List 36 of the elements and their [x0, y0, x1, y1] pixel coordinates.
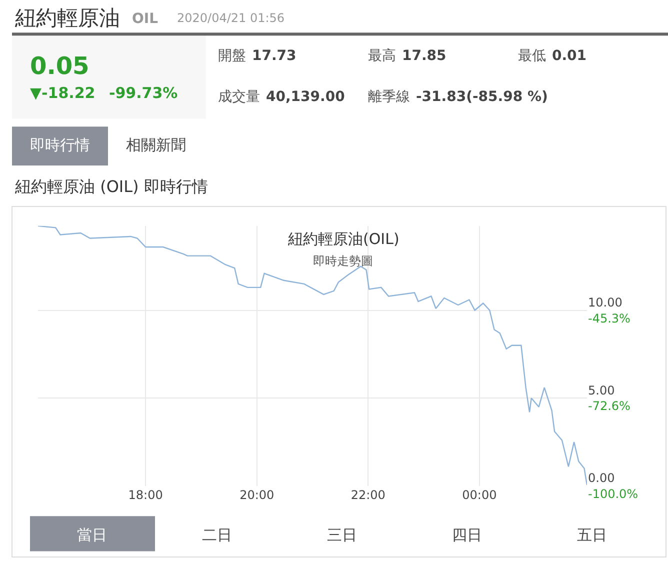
- y-tick-label: 0.00: [588, 471, 615, 486]
- text: 17.73: [252, 48, 296, 64]
- x-tick-label: 20:00: [240, 488, 274, 502]
- text: 開盤: [218, 48, 246, 64]
- text: 三日: [327, 526, 357, 544]
- text: 即時行情: [30, 136, 90, 154]
- y2-tick-label: -72.6%: [588, 399, 630, 414]
- text: 0.01: [552, 48, 587, 64]
- text: 二日: [202, 526, 232, 544]
- text: 成交量: [218, 89, 260, 105]
- text: 40,139.00: [266, 89, 346, 105]
- y2-tick-label: -100.0%: [588, 487, 638, 502]
- text: 最低: [518, 48, 546, 64]
- text: 相關新聞: [126, 136, 186, 154]
- text: 紐約輕原油 (OIL) 即時行情: [14, 177, 208, 196]
- text: 當日: [77, 526, 107, 544]
- text: 最高: [368, 48, 396, 64]
- text: -99.73%: [109, 84, 178, 102]
- chart-title: 紐約輕原油(OIL): [287, 230, 400, 248]
- text: 17.85: [402, 48, 446, 64]
- text: 紐約輕原油: [14, 6, 120, 30]
- x-tick-label: 22:00: [350, 488, 386, 502]
- text: ▼-18.22: [30, 84, 96, 102]
- text: 離季線: [368, 89, 410, 105]
- y2-tick-label: -45.3%: [588, 312, 630, 326]
- text: 即時走勢圖: [313, 254, 373, 268]
- text: -31.83(-85.98 %): [416, 89, 548, 105]
- text: 四日: [452, 526, 482, 544]
- x-tick-label: 00:00: [462, 488, 497, 502]
- y-tick-label: 5.00: [588, 383, 615, 398]
- text: 五日: [577, 526, 607, 544]
- x-tick-label: 18:00: [128, 488, 163, 502]
- text: OIL: [132, 11, 158, 27]
- text: 2020/04/21 01:56: [177, 11, 285, 25]
- y-tick-label: 10.00: [588, 295, 622, 310]
- text: 0.05: [30, 52, 90, 80]
